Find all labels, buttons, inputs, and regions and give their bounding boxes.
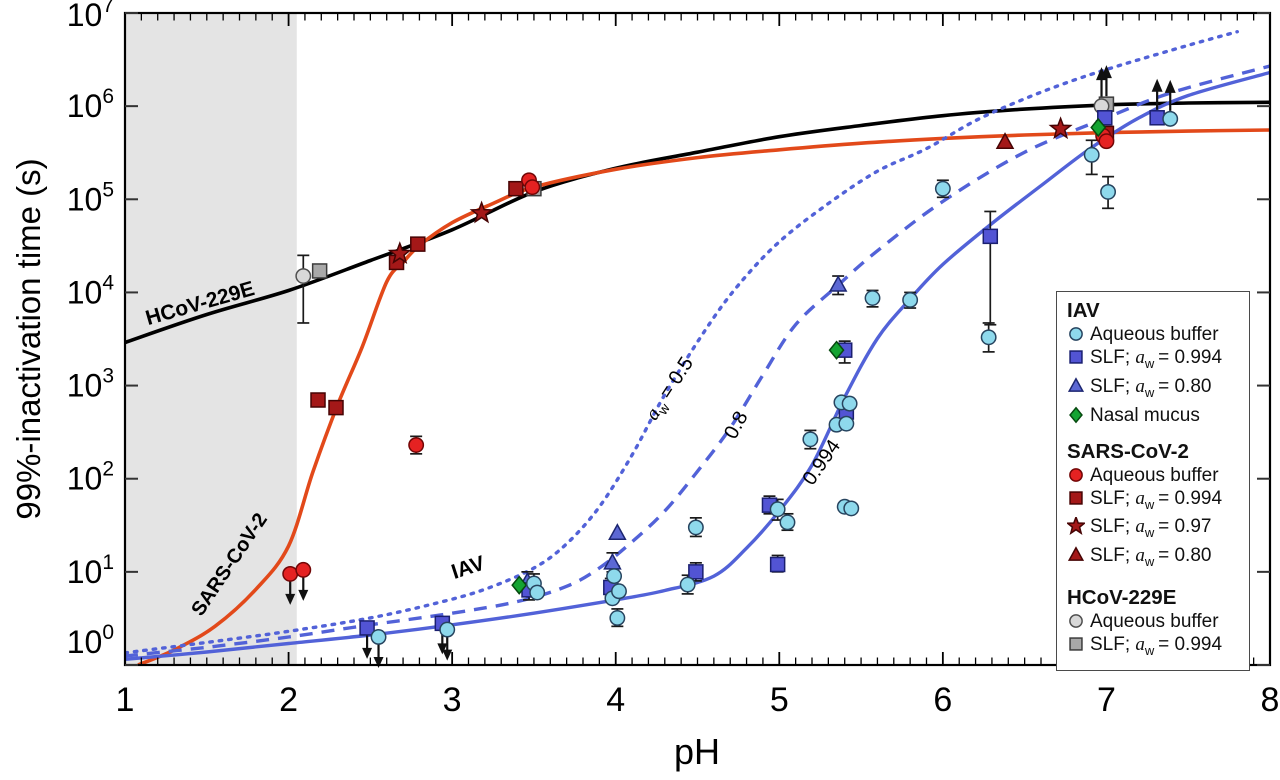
legend-group-iav: IAV Aqueous buffer SLF; aw = 0.994 SLF; aw … [1067,299,1245,427]
square-marker-icon [1069,350,1083,364]
data-points [282,96,1179,645]
legend-item: SLF; aw = 0.994 [1067,633,1245,662]
legend-item-label: SLF; aw = 0.994 [1090,633,1223,658]
series-iav-aq [370,110,1179,645]
y-tick-labels: 100 101 102 103 104 105 106 107 [67,0,115,660]
star-marker-icon [1065,515,1087,536]
svg-text:1: 1 [116,681,135,719]
curve-iav-fit-aw05 [125,30,1239,655]
curve-hcov229e-fit [125,100,1270,345]
svg-text:6: 6 [933,681,952,719]
shaded-low-ph-region [125,13,297,665]
legend-item-label: SLF; aw = 0.80 [1090,545,1212,569]
svg-text:103: 103 [67,365,114,404]
svg-text:106: 106 [67,85,114,124]
series-sars2-slf80 [995,132,1015,149]
svg-text:5: 5 [770,681,789,719]
legend-group-title: HCoV-229E [1067,585,1177,609]
circle-marker-icon [1069,327,1083,341]
svg-text:3: 3 [443,681,462,719]
curve-label-iav: IAV [449,552,488,584]
y-axis-title: 99%-inactivation time (s) [10,158,47,519]
legend-item: Aqueous buffer [1067,464,1245,487]
series-sars2-aq [282,127,1115,582]
axes-frame [123,11,1272,667]
legend-item: Aqueous buffer [1067,323,1245,346]
diamond-marker-icon [1069,406,1083,423]
legend-item-label: SLF; aw = 0.97 [1090,516,1212,541]
legend-item: SLF; aw = 0.80 [1067,375,1245,404]
svg-text:7: 7 [1097,681,1116,719]
legend-item: SLF; aw = 0.97 [1065,515,1245,544]
legend-item-label: SLF; aw = 0.994 [1090,347,1223,371]
legend-item-label: Aqueous buffer [1090,464,1219,486]
series-sars2-slf97 [387,116,1073,265]
svg-text:101: 101 [67,551,114,590]
circle-marker-icon [1069,614,1083,628]
series-hcov229e-aq [295,98,1110,284]
legend-group-sars-cov-2: SARS-CoV-2 Aqueous buffer SLF; aw = 0.994 S… [1065,439,1245,573]
legend-item: SLF; aw = 0.80 [1067,544,1245,573]
svg-text:8: 8 [1261,681,1280,719]
triangle-marker-icon [1067,377,1085,392]
svg-text:107: 107 [67,0,114,33]
circle-marker-icon [1069,467,1083,482]
legend-item-label: Aqueous buffer [1090,324,1219,345]
legend-group-title: IAV [1067,299,1100,322]
svg-text:100: 100 [67,621,114,660]
square-marker-icon [1069,637,1083,651]
svg-text:102: 102 [67,458,114,497]
svg-text:4: 4 [606,681,625,719]
legend-group-hcov-229e: HCoV-229E Aqueous buffer SLF; aw = 0.994 [1067,586,1245,662]
series-sars2-slf994 [310,125,1115,416]
curve-label-aw-0.5: aw = 0.5 [641,353,700,426]
legend-item-label: SLF; aw = 0.994 [1090,487,1223,512]
legend-item-label: SLF; aw = 0.80 [1090,375,1212,400]
x-axis-title: pH [674,731,720,772]
svg-text:104: 104 [67,271,115,310]
legend-item: SLF; aw = 0.994 [1067,346,1245,375]
x-tick-labels: 1 2 3 4 5 6 7 8 [116,681,1280,719]
series-iav-mucus [511,117,1107,595]
legend-item: Nasal mucus [1067,404,1245,427]
square-marker-icon [1069,490,1083,505]
legend-group-title: SARS-CoV-2 [1067,439,1189,463]
legend-item-label: Nasal mucus [1090,404,1200,426]
curve-sars2-fit [137,128,1270,665]
triangle-marker-icon [1067,546,1085,562]
legend-item-label: Aqueous buffer [1090,610,1219,632]
svg-text:2: 2 [279,681,298,719]
legend-item: SLF; aw = 0.994 [1067,487,1245,516]
legend-item: Aqueous buffer [1067,610,1245,633]
legend: IAV Aqueous buffer SLF; aw = 0.994 SLF; aw … [1056,291,1250,671]
series-hcov229e-slf [311,96,1115,279]
svg-text:105: 105 [67,178,114,217]
